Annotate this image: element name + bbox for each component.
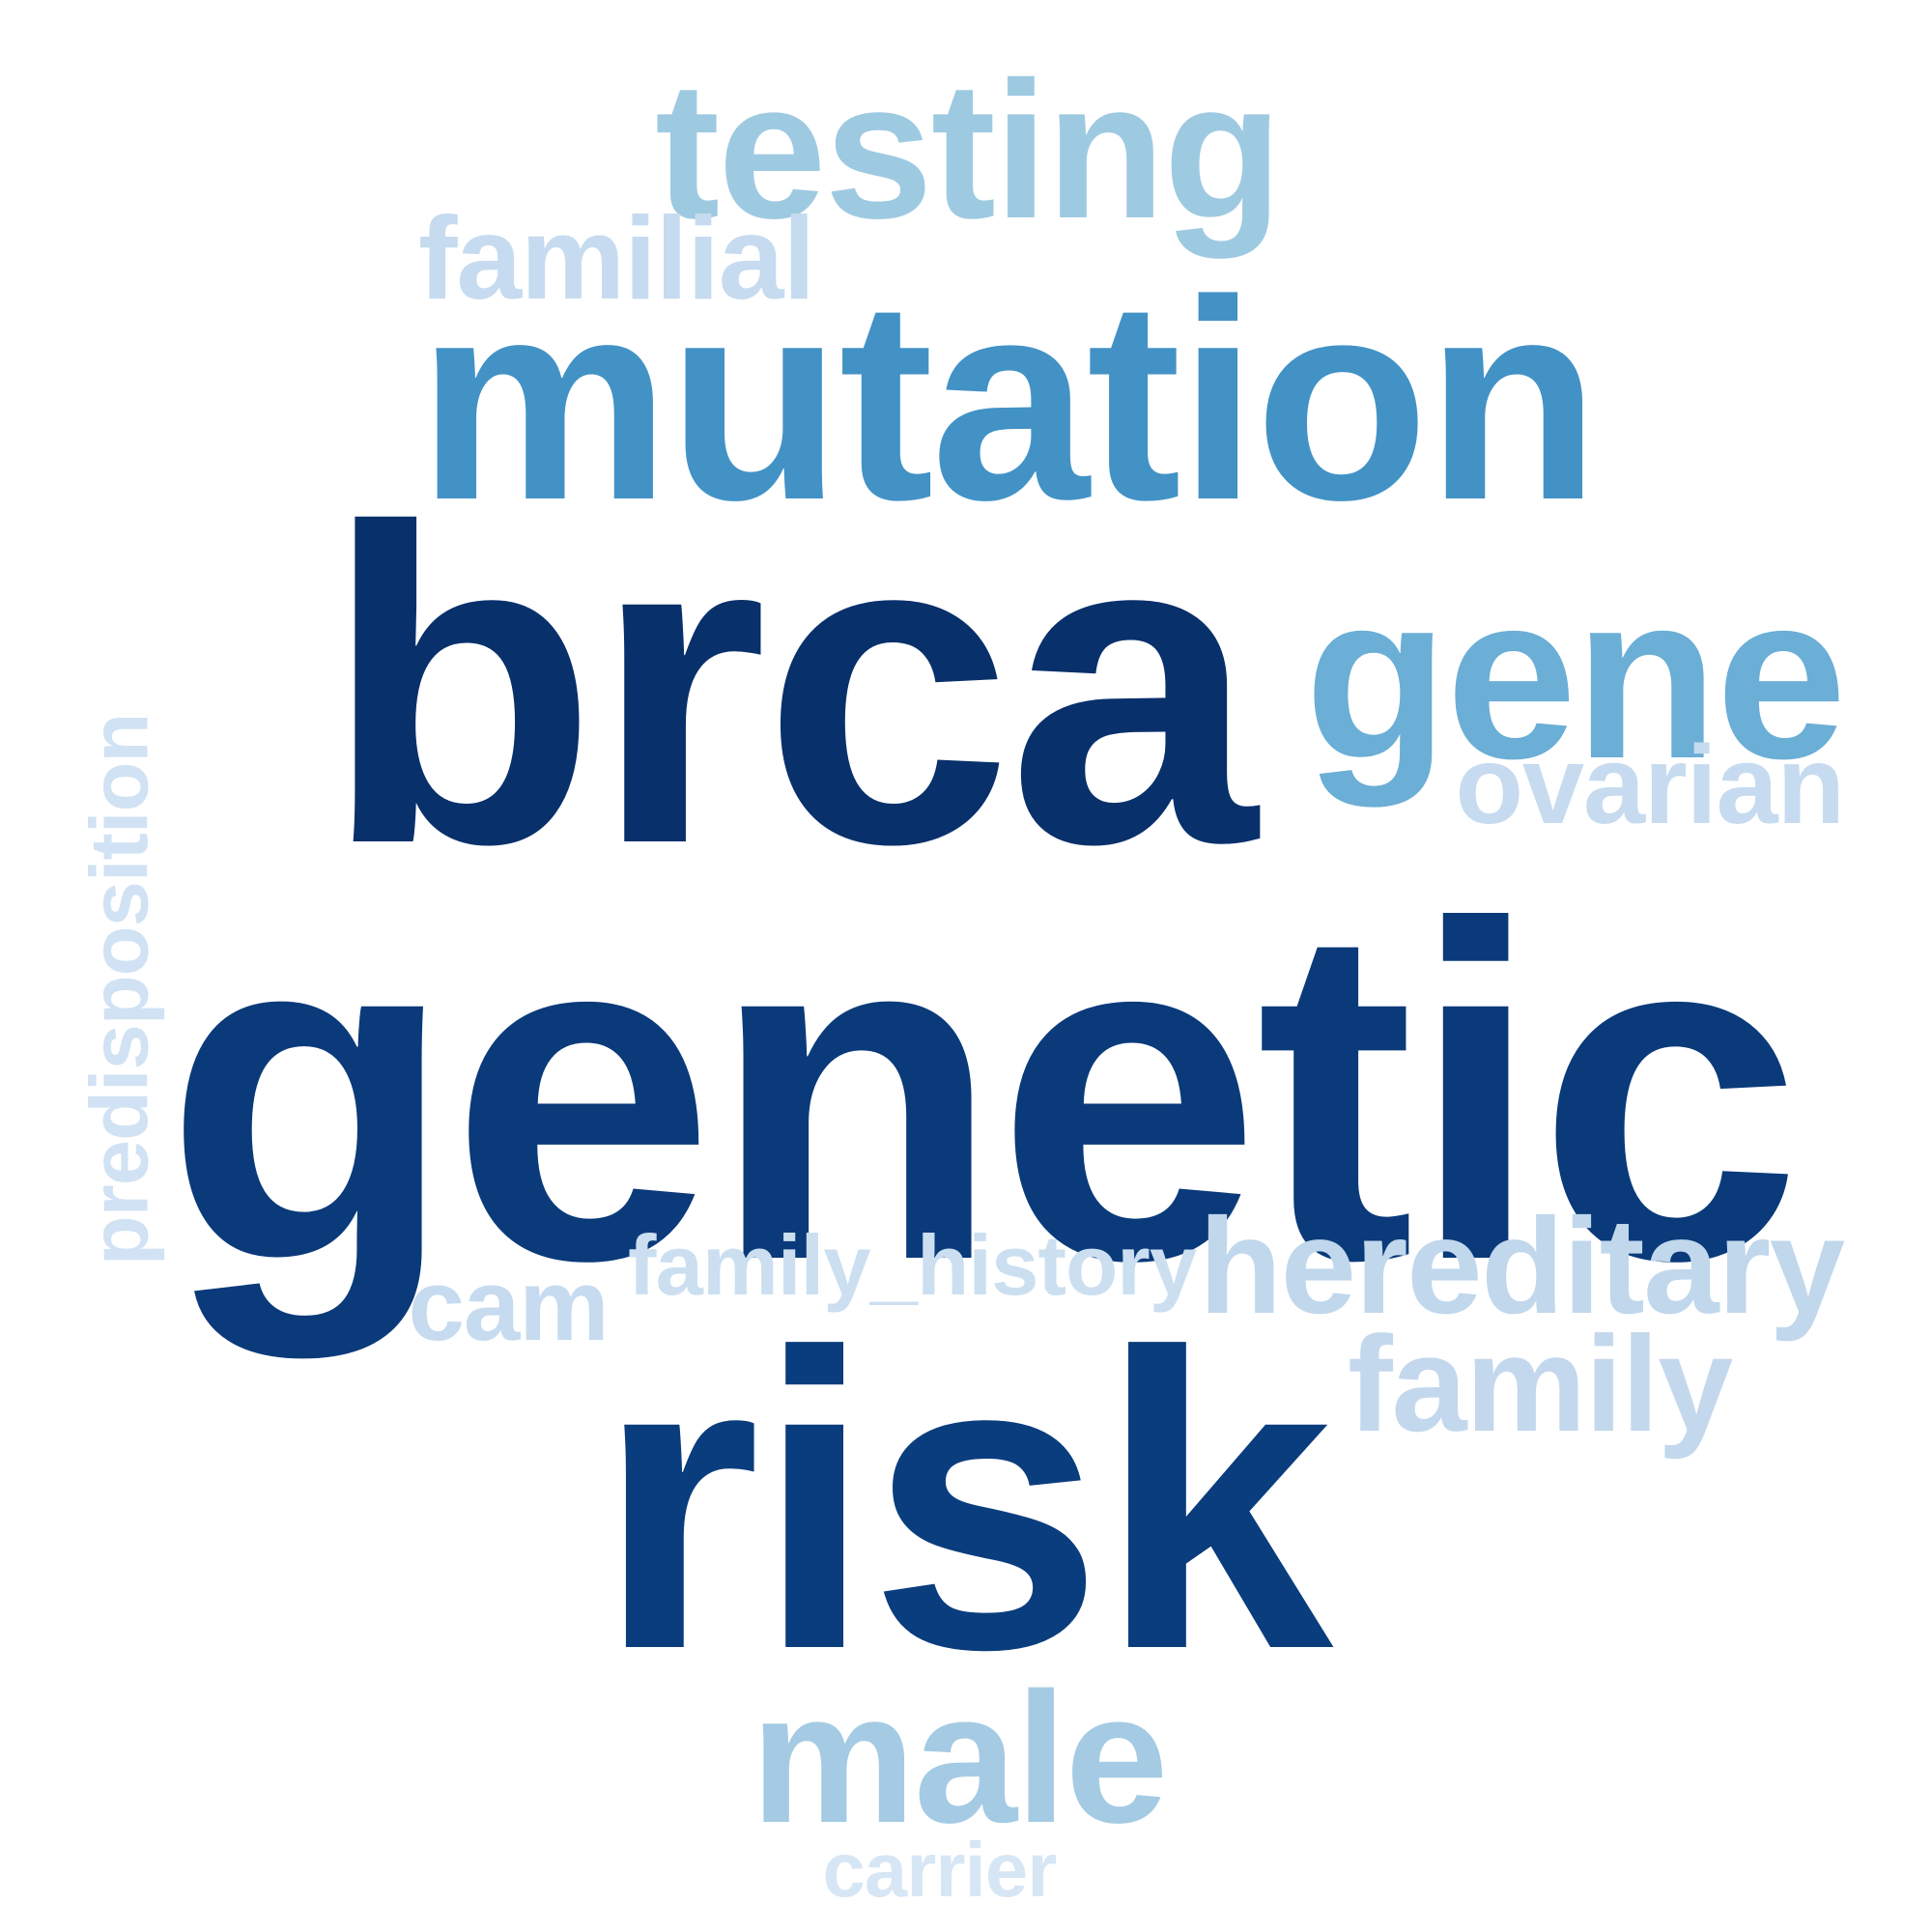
word-family-history: family_history <box>628 1216 1197 1313</box>
word-genetic: genetic <box>164 827 1802 1359</box>
word-male: male <box>751 1654 1169 1861</box>
word-brca: brca <box>324 437 1257 937</box>
word-cam: cam <box>408 1248 610 1362</box>
word-ovarian: ovarian <box>1455 723 1846 847</box>
word-familial: familial <box>418 191 815 324</box>
word-family: family <box>1348 1308 1733 1460</box>
word-mutation: mutation <box>417 241 1600 559</box>
word-testing: testing <box>655 41 1283 259</box>
word-gene: gene <box>1304 544 1847 808</box>
word-predisposition: predisposition <box>72 713 165 1265</box>
word-risk: risk <box>596 1266 1334 1737</box>
word-hereditary: hereditary <box>1199 1188 1845 1342</box>
word-carrier: carrier <box>822 1827 1058 1913</box>
